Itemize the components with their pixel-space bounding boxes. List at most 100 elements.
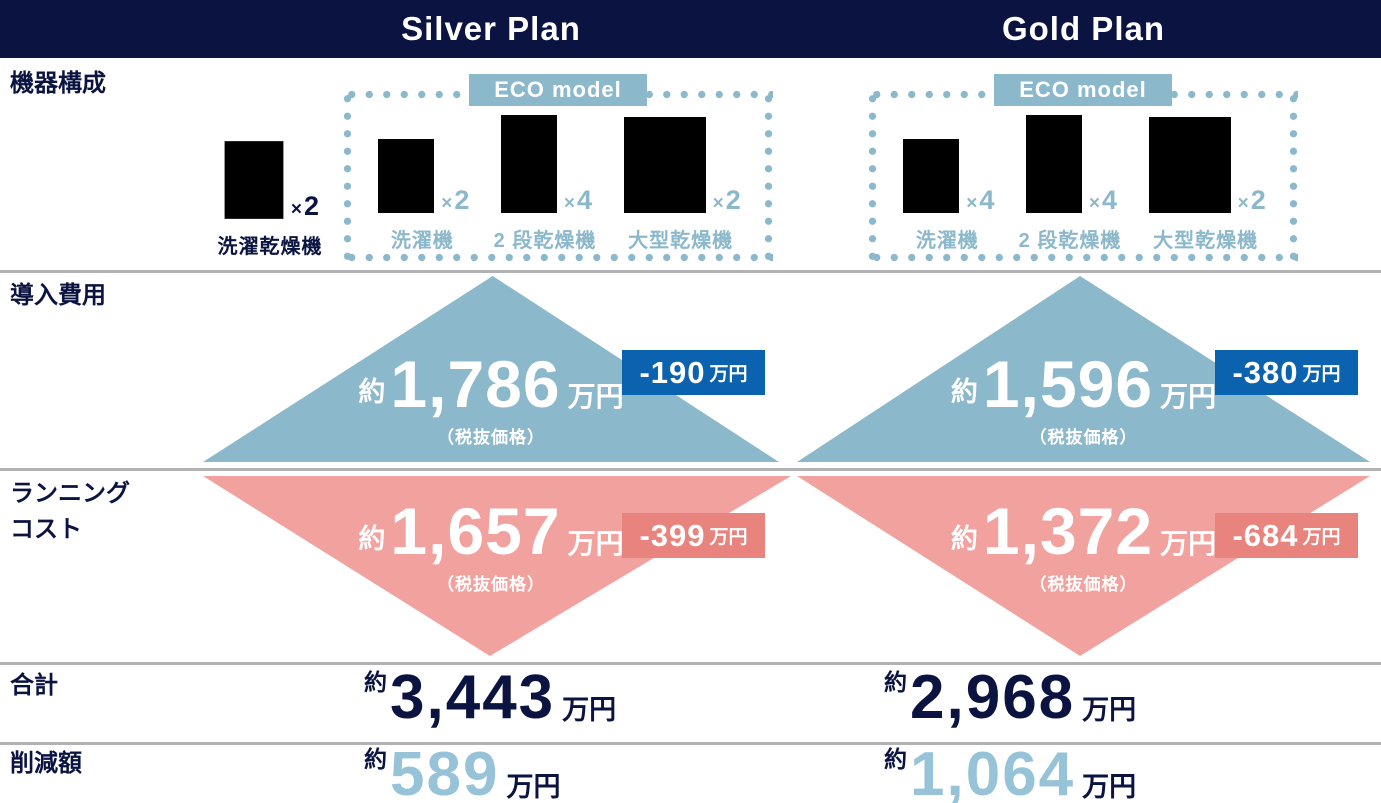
- savings-value: 1,064: [910, 740, 1076, 803]
- gold-savings-amount: 約 1,064 万円: [884, 744, 1136, 803]
- stack-dryer-figure: × 4: [1023, 112, 1117, 216]
- cost-value: 1,372: [982, 494, 1154, 568]
- washer-figure: × 2: [375, 136, 469, 216]
- row-label-savings: 削減額: [10, 750, 82, 777]
- row-label-running-cost: ランニング コスト: [10, 476, 130, 548]
- count-value: 2: [454, 185, 470, 215]
- times-sign: ×: [441, 193, 453, 214]
- washer-icon: [903, 139, 960, 213]
- savings-unit: 万円: [506, 772, 561, 802]
- tax-note: （税抜価格）: [437, 428, 545, 447]
- row-divider: [0, 662, 1381, 665]
- times-sign: ×: [290, 199, 303, 220]
- unit-label: 大型乾燥機: [1153, 230, 1259, 252]
- discount-value: -190: [639, 355, 706, 390]
- times-sign: ×: [1088, 193, 1101, 214]
- total-unit: 万円: [562, 695, 617, 725]
- unit-label: 2 段乾燥機: [493, 230, 597, 252]
- plan-title-silver: Silver Plan: [401, 10, 581, 47]
- cost-value: 1,596: [982, 347, 1154, 421]
- gold-running-discount-badge: -684 万円: [1215, 513, 1358, 558]
- tax-note: （税抜価格）: [1029, 575, 1138, 594]
- eco-item-large-dryer: × 2 大型乾燥機: [1146, 114, 1266, 253]
- cost-main: 約 1,372 万円: [797, 498, 1370, 564]
- unit-count: × 2: [1238, 185, 1266, 216]
- times-sign: ×: [1237, 193, 1249, 214]
- row-divider: [0, 742, 1381, 745]
- cost-unit: 万円: [567, 381, 624, 412]
- discount-value: -380: [1232, 355, 1299, 390]
- count-value: 2: [725, 185, 741, 215]
- count-value: 2: [1250, 185, 1266, 215]
- row-divider: [0, 468, 1381, 471]
- discount-unit: 万円: [709, 527, 748, 548]
- large-dryer-icon: [623, 117, 706, 213]
- savings-value: 589: [390, 740, 500, 803]
- discount-unit: 万円: [1302, 527, 1341, 548]
- unit-count: × 4: [1089, 185, 1117, 216]
- cost-value: 1,786: [390, 347, 561, 421]
- tax-note: （税抜価格）: [1029, 428, 1138, 447]
- washer-icon: [378, 139, 435, 213]
- stack-dryer-figure: × 4: [498, 112, 592, 216]
- approx-prefix: 約: [358, 524, 386, 554]
- count-value: 4: [979, 185, 995, 215]
- eco-item-stack-dryer: × 4 2 段乾燥機: [1019, 112, 1122, 253]
- times-sign: ×: [712, 193, 724, 214]
- unit-count: × 2: [713, 185, 741, 216]
- stack-dryer-icon: [500, 115, 557, 213]
- times-sign: ×: [966, 193, 978, 214]
- eco-model-tab: ECO model: [469, 74, 647, 106]
- approx-prefix: 約: [364, 746, 387, 772]
- eco-items: × 4 洗濯機 × 4 2 段乾燥機: [876, 114, 1290, 253]
- unit-label: 洗濯機: [390, 230, 454, 252]
- total-unit: 万円: [1082, 695, 1137, 725]
- washer-figure: × 4: [900, 136, 994, 216]
- silver-running-cost-figure: 約 1,657 万円 （税抜価格）: [203, 498, 779, 595]
- eco-items: × 2 洗濯機 × 4 2 段乾燥機: [351, 114, 765, 253]
- row-label-total: 合計: [10, 672, 58, 699]
- discount-value: -684: [1232, 518, 1299, 553]
- gold-intro-discount-badge: -380 万円: [1215, 350, 1358, 395]
- washer-dryer-icon: [224, 141, 284, 219]
- cost-main: 約 1,786 万円: [203, 351, 779, 417]
- total-value: 3,443: [390, 663, 556, 732]
- unit-count: × 4: [564, 185, 592, 216]
- silver-total-amount: 約 3,443 万円: [364, 667, 616, 729]
- times-sign: ×: [563, 193, 576, 214]
- count-value: 4: [1102, 185, 1118, 215]
- unit-count: × 2: [441, 185, 469, 216]
- silver-intro-discount-badge: -190 万円: [622, 350, 765, 395]
- silver-savings-amount: 約 589 万円: [364, 744, 560, 803]
- large-dryer-figure: × 2: [621, 114, 741, 216]
- tax-note: （税抜価格）: [437, 575, 545, 594]
- discount-unit: 万円: [1302, 364, 1341, 385]
- large-dryer-icon: [1148, 117, 1231, 213]
- approx-prefix: 約: [364, 669, 387, 695]
- washer-dryer-figure: × 2: [221, 138, 319, 222]
- silver-running-discount-badge: -399 万円: [622, 513, 765, 558]
- row-label-equipment: 機器構成: [10, 70, 106, 97]
- count-value: 2: [304, 191, 320, 221]
- row-divider: [0, 270, 1381, 273]
- unit-label: 洗濯機: [915, 230, 979, 252]
- gold-intro-cost-figure: 約 1,596 万円 （税抜価格）: [797, 351, 1370, 448]
- savings-unit: 万円: [1082, 772, 1137, 802]
- approx-prefix: 約: [884, 669, 907, 695]
- eco-model-tab: ECO model: [994, 74, 1172, 106]
- unit-label: 大型乾燥機: [628, 230, 734, 252]
- cost-value: 1,657: [390, 494, 561, 568]
- large-dryer-figure: × 2: [1146, 114, 1266, 216]
- header-bar: [0, 0, 1381, 58]
- cost-unit: 万円: [567, 528, 624, 559]
- unit-count: × 4: [966, 185, 994, 216]
- row-label-running-cost-line1: ランニング: [10, 480, 130, 507]
- gold-total-amount: 約 2,968 万円: [884, 667, 1136, 729]
- gold-running-cost-figure: 約 1,372 万円 （税抜価格）: [797, 498, 1370, 595]
- silver-eco-model-box: ECO model × 2 洗濯機 × 4: [343, 74, 773, 262]
- discount-unit: 万円: [709, 364, 748, 385]
- cost-main: 約 1,657 万円: [203, 498, 779, 564]
- count-value: 4: [577, 185, 593, 215]
- total-value: 2,968: [910, 663, 1076, 732]
